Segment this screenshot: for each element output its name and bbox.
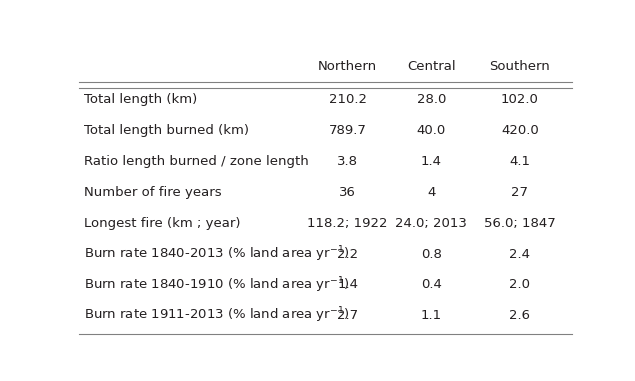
Text: 420.0: 420.0	[501, 124, 538, 137]
Text: Longest fire (km ; year): Longest fire (km ; year)	[84, 217, 241, 230]
Text: 28.0: 28.0	[417, 93, 446, 107]
Text: 36: 36	[339, 186, 356, 199]
Text: Burn rate 1911-2013 (% land area yr$^{-1}$): Burn rate 1911-2013 (% land area yr$^{-1…	[84, 306, 350, 325]
Text: Northern: Northern	[318, 60, 377, 73]
Text: Total length burned (km): Total length burned (km)	[84, 124, 250, 137]
Text: Central: Central	[407, 60, 455, 73]
Text: Ratio length burned / zone length: Ratio length burned / zone length	[84, 155, 309, 168]
Text: Total length (km): Total length (km)	[84, 93, 197, 107]
Text: Burn rate 1840-1910 (% land area yr$^{-1}$): Burn rate 1840-1910 (% land area yr$^{-1…	[84, 275, 350, 295]
Text: 24.0; 2013: 24.0; 2013	[396, 217, 467, 230]
Text: 40.0: 40.0	[417, 124, 446, 137]
Text: 27: 27	[511, 186, 528, 199]
Text: 2.6: 2.6	[509, 309, 530, 322]
Text: 118.2; 1922: 118.2; 1922	[307, 217, 388, 230]
Text: Number of fire years: Number of fire years	[84, 186, 222, 199]
Text: 1.1: 1.1	[420, 309, 442, 322]
Text: 2.0: 2.0	[509, 278, 530, 291]
Text: 1.4: 1.4	[421, 155, 442, 168]
Text: 4: 4	[427, 186, 436, 199]
Text: 102.0: 102.0	[501, 93, 538, 107]
Text: 2.2: 2.2	[337, 248, 358, 261]
Text: 0.8: 0.8	[421, 248, 442, 261]
Text: 2.4: 2.4	[509, 248, 530, 261]
Text: 1.4: 1.4	[337, 278, 358, 291]
Text: Southern: Southern	[490, 60, 550, 73]
Text: 2.7: 2.7	[337, 309, 358, 322]
Text: 0.4: 0.4	[421, 278, 442, 291]
Text: 210.2: 210.2	[328, 93, 366, 107]
Text: Burn rate 1840-2013 (% land area yr$^{-1}$): Burn rate 1840-2013 (% land area yr$^{-1…	[84, 244, 350, 264]
Text: 56.0; 1847: 56.0; 1847	[484, 217, 556, 230]
Text: 4.1: 4.1	[509, 155, 530, 168]
Text: 789.7: 789.7	[329, 124, 366, 137]
Text: 3.8: 3.8	[337, 155, 358, 168]
